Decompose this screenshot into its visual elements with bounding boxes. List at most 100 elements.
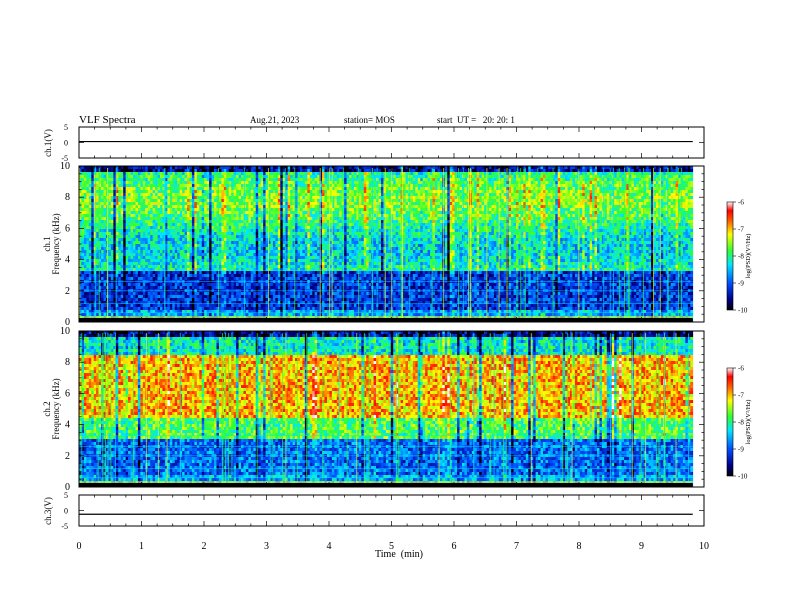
spectrogram-cell xyxy=(263,316,266,320)
spectrogram-cell xyxy=(189,244,193,248)
spectrogram-cell xyxy=(179,232,183,236)
spectrogram-cell xyxy=(147,301,151,305)
spectrogram-cell xyxy=(179,244,183,248)
spectrogram-cell xyxy=(189,169,193,173)
spectrogram-cell xyxy=(177,253,181,257)
spectrogram-cell xyxy=(172,193,176,197)
spectrogram-cell xyxy=(282,232,286,236)
spectrogram-cell xyxy=(162,187,166,191)
spectrogram-cell xyxy=(79,316,82,320)
spectrogram-cell xyxy=(258,313,262,317)
spectrogram-cell xyxy=(88,307,92,311)
spectrogram-cell xyxy=(245,256,249,260)
spectrogram-cell xyxy=(130,223,134,227)
spectrogram-cell xyxy=(228,226,232,230)
spectrogram-cell xyxy=(110,295,114,299)
spectrogram-cell xyxy=(182,283,185,287)
spectrogram-cell xyxy=(231,175,235,179)
spectrogram-cell xyxy=(182,166,185,170)
spectrogram-cell xyxy=(174,295,178,299)
spectrogram-cell xyxy=(258,226,262,230)
spectrogram-cell xyxy=(231,193,235,197)
spectrogram-cell xyxy=(142,292,146,296)
spectrogram-cell xyxy=(302,211,306,215)
spectrogram-cell xyxy=(265,208,269,212)
spectrogram-cell xyxy=(211,169,215,173)
spectrogram-cell xyxy=(103,169,107,173)
spectrogram-cell xyxy=(290,298,293,302)
spectrogram-cell xyxy=(272,310,276,314)
spectrogram-cell xyxy=(287,253,291,257)
spectrogram-cell xyxy=(260,298,264,302)
spectrogram-cell xyxy=(174,286,178,290)
spectrogram-cell xyxy=(265,226,269,230)
spectrogram-cell xyxy=(184,172,188,176)
spectrogram-cell xyxy=(250,241,254,245)
spectrogram-cell xyxy=(221,223,225,227)
spectrogram-cell xyxy=(172,169,176,173)
spectrogram-cell xyxy=(277,166,281,170)
spectrogram-cell xyxy=(299,274,303,278)
spectrogram-cell xyxy=(268,214,271,218)
spectrogram-cell xyxy=(81,265,85,269)
spectrogram-cell xyxy=(137,283,141,287)
spectrogram-cell xyxy=(103,193,107,197)
spectrogram-cell xyxy=(231,238,235,242)
spectrogram-cell xyxy=(194,304,198,308)
spectrogram-cell xyxy=(270,229,274,233)
spectrogram-cell xyxy=(201,304,205,308)
spectrogram-cell xyxy=(86,226,90,230)
spectrogram-cell xyxy=(152,223,156,227)
spectrogram-cell xyxy=(312,211,316,215)
spectrogram-cell xyxy=(86,274,90,278)
spectrogram-cell xyxy=(177,274,181,278)
spectrogram-cell xyxy=(137,187,141,191)
spectrogram-cell xyxy=(241,304,244,308)
spectrogram-cell xyxy=(196,268,200,272)
spectrogram-cell xyxy=(236,286,239,290)
spectrogram-cell xyxy=(115,271,119,275)
spectrogram-cell xyxy=(115,268,119,272)
spectrogram-cell xyxy=(216,232,220,236)
spectrogram-cell xyxy=(164,217,168,221)
spectrogram-cell xyxy=(236,307,239,311)
spectrogram-cell xyxy=(83,277,87,281)
spectrogram-cell xyxy=(221,274,225,278)
spectrogram-cell xyxy=(133,211,136,215)
spectrogram-cell xyxy=(280,247,284,251)
spectrogram-cell xyxy=(162,301,166,305)
spectrogram-cell xyxy=(135,310,139,314)
spectrogram-cell xyxy=(96,271,99,275)
spectrogram-cell xyxy=(201,208,205,212)
spectrogram-cell xyxy=(228,292,232,296)
spectrogram-cell xyxy=(248,193,252,197)
spectrogram-cell xyxy=(177,184,181,188)
spectrogram-cell xyxy=(113,262,117,266)
spectrogram-cell xyxy=(218,190,222,194)
spectrogram-cell xyxy=(125,220,129,224)
spectrogram-cell xyxy=(135,223,139,227)
spectrogram-cell xyxy=(91,295,95,299)
spectrogram-cell xyxy=(268,184,271,188)
spectrogram-cell xyxy=(169,286,173,290)
spectrogram-cell xyxy=(265,316,269,320)
spectrogram-cell xyxy=(241,229,244,233)
spectrogram-cell xyxy=(162,205,166,209)
spectrogram-cell xyxy=(309,217,313,221)
spectrogram-cell xyxy=(214,196,217,200)
spectrogram-cell xyxy=(228,241,232,245)
spectrogram-cell xyxy=(277,223,281,227)
spectrogram-cell xyxy=(312,214,316,218)
spectrogram-cell xyxy=(191,181,195,185)
spectrogram-cell xyxy=(216,172,220,176)
spectrogram-cell xyxy=(155,217,158,221)
spectrogram-cell xyxy=(120,226,124,230)
spectrogram-cell xyxy=(236,292,239,296)
spectrogram-cell xyxy=(98,316,102,320)
spectrogram-cell xyxy=(231,190,235,194)
spectrogram-cell xyxy=(140,271,144,275)
spectrogram-cell xyxy=(211,310,215,314)
spectrogram-cell xyxy=(177,211,181,215)
spectrogram-cell xyxy=(177,202,181,206)
spectrogram-cell xyxy=(302,268,306,272)
